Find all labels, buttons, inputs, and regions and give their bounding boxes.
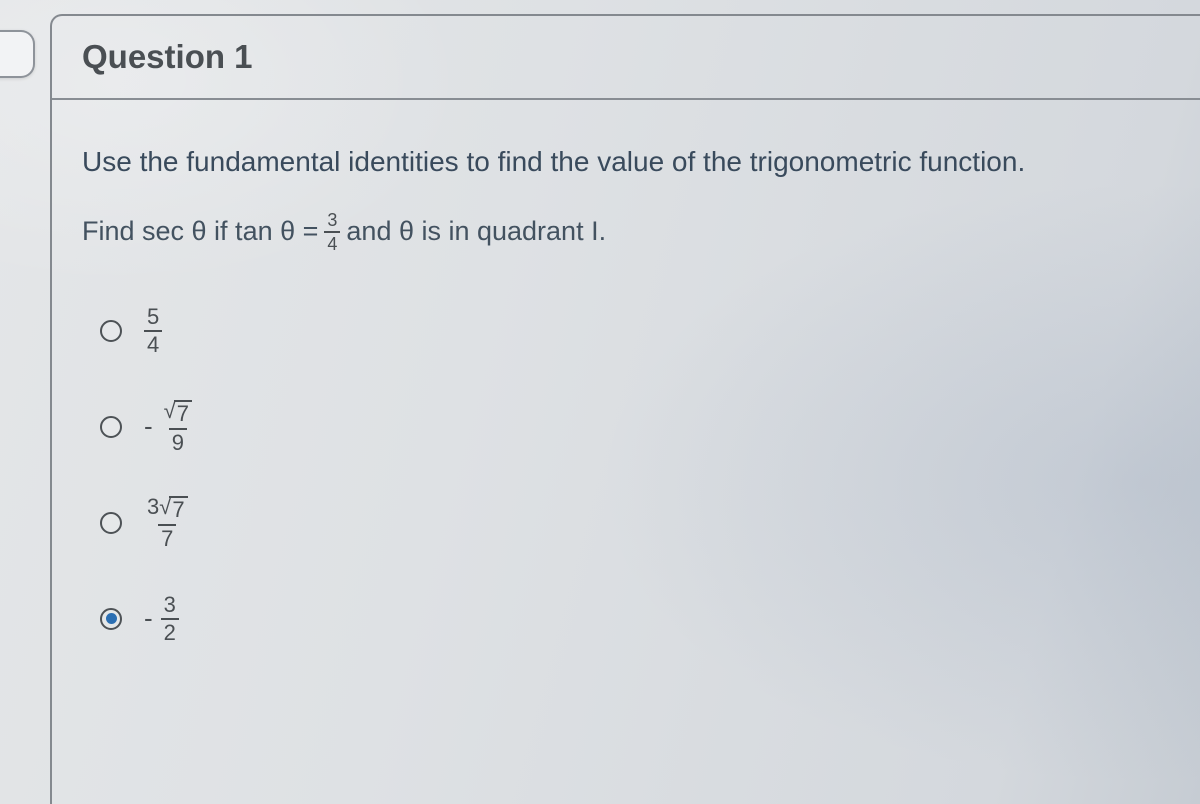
option-numerator: 3 [161, 594, 179, 618]
option-fraction: 5 4 [144, 306, 162, 356]
option-label: - √ 7 9 [144, 400, 195, 454]
negative-sign: - [144, 603, 153, 634]
option-fraction: 3 √ 7 7 [144, 496, 191, 550]
radio-icon [100, 608, 122, 630]
sqrt-icon: √ 7 [159, 496, 187, 522]
subprompt-tail: and θ is in quadrant I. [346, 216, 606, 247]
option-denominator: 2 [161, 618, 179, 644]
coefficient: 3 [147, 494, 159, 519]
radio-icon [100, 416, 122, 438]
tan-value-fraction: 3 4 [324, 211, 340, 253]
question-title: Question 1 [82, 38, 253, 76]
answer-option[interactable]: - √ 7 9 [100, 399, 1170, 455]
question-subprompt: Find sec θ if tan θ = 3 4 and θ is in qu… [82, 211, 1170, 253]
radio-icon [100, 512, 122, 534]
question-card: Question 1 Use the fundamental identitie… [50, 14, 1200, 804]
option-fraction: 3 2 [161, 594, 179, 644]
sqrt-icon: √ 7 [164, 400, 192, 426]
option-denominator: 4 [144, 330, 162, 356]
option-denominator: 9 [169, 428, 187, 454]
subprompt-lead: Find sec θ if tan θ = [82, 216, 318, 247]
option-denominator: 7 [158, 524, 176, 550]
answer-option[interactable]: - 3 2 [100, 591, 1170, 647]
question-header: Question 1 [52, 16, 1200, 100]
tan-numerator: 3 [324, 211, 340, 231]
quiz-page: Question 1 Use the fundamental identitie… [0, 0, 1200, 804]
answer-options: 5 4 - √ 7 [82, 303, 1170, 647]
negative-sign: - [144, 411, 153, 442]
tan-denominator: 4 [324, 231, 340, 253]
option-numerator: 5 [144, 306, 162, 330]
radicand: 7 [169, 496, 187, 522]
question-body: Use the fundamental identities to find t… [52, 100, 1200, 657]
radio-icon [100, 320, 122, 342]
option-numerator: 3 √ 7 [144, 496, 191, 524]
option-fraction: √ 7 9 [161, 400, 195, 454]
page-tab-handle [0, 30, 35, 78]
option-label: 5 4 [144, 306, 162, 356]
option-numerator: √ 7 [161, 400, 195, 428]
answer-option[interactable]: 3 √ 7 7 [100, 495, 1170, 551]
question-prompt: Use the fundamental identities to find t… [82, 142, 1170, 183]
option-label: - 3 2 [144, 594, 179, 644]
radicand: 7 [174, 400, 192, 426]
answer-option[interactable]: 5 4 [100, 303, 1170, 359]
option-label: 3 √ 7 7 [144, 496, 191, 550]
